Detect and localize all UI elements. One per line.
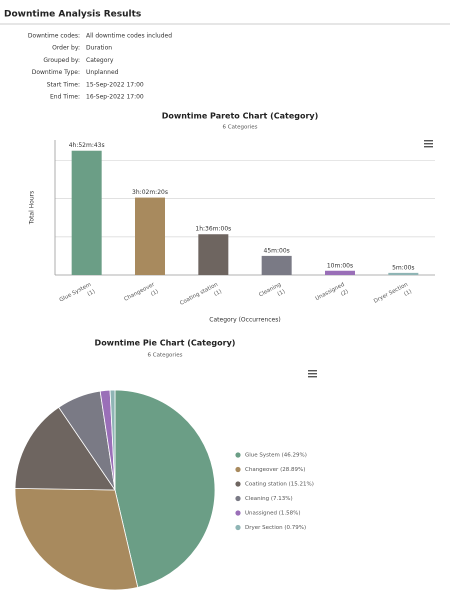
pie-slice (14, 487, 139, 591)
chart-title: Downtime Pareto Chart (Category) (162, 112, 319, 121)
x-tick-occurrence: (1) (403, 289, 413, 298)
x-tick-occurrence: (2) (340, 289, 350, 298)
legend-label: Glue System (46.29%) (245, 453, 307, 459)
data-label: 45m:00s (264, 247, 290, 254)
menu-icon[interactable] (424, 140, 433, 148)
chart-subtitle: 6 Categories (223, 125, 258, 131)
data-label: 1h:36m:00s (195, 226, 231, 233)
bar (71, 150, 102, 275)
legend-swatch (235, 481, 241, 487)
bar (135, 197, 165, 275)
info-label: Start Time: (47, 81, 80, 88)
x-axis-label: Category (Occurrences) (209, 317, 280, 324)
legend-label: Dryer Section (0.79%) (245, 525, 306, 531)
bar (261, 255, 292, 275)
legend-swatch (235, 452, 241, 458)
legend-label: Coating station (15.21%) (245, 482, 314, 488)
y-axis-label: Total Hours (29, 191, 36, 226)
info-value: All downtime codes included (86, 33, 172, 40)
legend-swatch (235, 510, 241, 516)
info-value: 15-Sep-2022 17:00 (86, 81, 144, 88)
info-label: End Time: (50, 94, 80, 101)
info-label: Downtime codes: (28, 33, 80, 40)
data-label: 4h:52m:43s (69, 142, 105, 149)
pie-slice (114, 389, 216, 588)
info-label: Grouped by: (43, 57, 80, 64)
info-value: Duration (86, 45, 112, 52)
legend-label: Cleaning (7.13%) (245, 496, 293, 502)
info-label: Order by: (52, 45, 80, 52)
x-tick-occurrence: (1) (87, 289, 97, 298)
data-label: 10m:00s (327, 262, 353, 269)
bar (325, 270, 355, 275)
x-tick-occurrence: (1) (277, 289, 287, 298)
info-label: Downtime Type: (32, 69, 80, 76)
legend-swatch (235, 495, 241, 502)
x-tick-occurrence: (1) (213, 289, 223, 298)
pie-slice (109, 389, 116, 491)
legend-swatch (235, 466, 241, 473)
menu-icon[interactable] (308, 370, 317, 378)
info-value: 16-Sep-2022 17:00 (86, 94, 144, 101)
legend-label: Unassigned (1.58%) (245, 511, 301, 517)
page-title: Downtime Analysis Results (4, 10, 141, 20)
data-label: 5m:00s (392, 264, 414, 271)
pie-slice (14, 406, 116, 491)
chart-title: Downtime Pie Chart (Category) (95, 339, 236, 348)
legend-swatch (235, 524, 241, 531)
data-label: 3h:02m:20s (132, 189, 168, 196)
chart-subtitle: 6 Categories (148, 353, 183, 359)
bar (388, 272, 419, 275)
legend-label: Changeover (28.89%) (245, 467, 305, 473)
info-value: Unplanned (86, 69, 119, 76)
x-tick-occurrence: (1) (150, 289, 160, 298)
info-value: Category (86, 57, 114, 64)
bar (198, 234, 229, 275)
